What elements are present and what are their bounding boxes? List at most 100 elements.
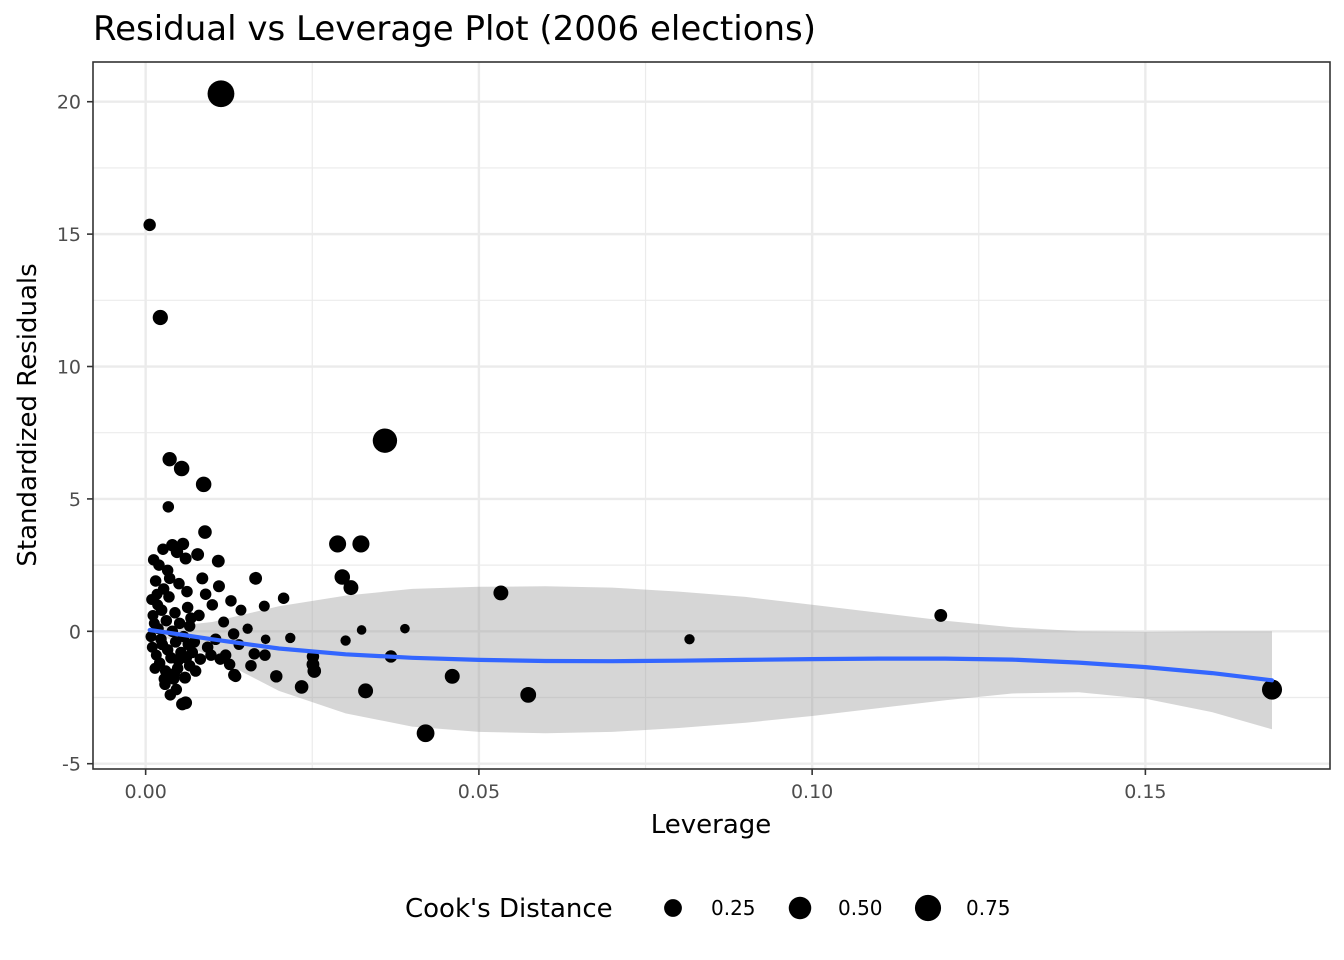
data-point [168,667,181,680]
data-point [358,683,374,699]
data-point [143,218,156,232]
panel-border [92,61,1331,770]
legend-key-point [914,894,942,922]
data-point [520,686,537,703]
data-point [212,580,225,593]
legend-title: Cook's Distance [405,894,613,924]
x-tick-label: 0.05 [458,781,500,803]
data-point [157,543,169,555]
data-point [444,668,460,684]
y-axis-title: Standardized Residuals [13,263,43,566]
data-point [180,652,193,664]
data-point [191,548,205,561]
data-point [196,572,209,585]
grid [93,62,1330,769]
y-tick-label: 5 [69,489,81,511]
y-tick-label: 20 [57,92,81,114]
data-point [285,632,296,644]
data-point [170,683,183,696]
data-point [195,476,212,493]
data-point [181,585,193,598]
legend-key-point [664,899,682,917]
x-tick-label: 0.10 [791,781,833,803]
y-tick-label: 10 [57,357,81,379]
data-point [223,658,236,671]
data-point [173,617,186,630]
data-point [343,580,359,596]
data-point [155,604,168,616]
data-point [149,662,161,674]
data-point [162,501,175,513]
data-point [162,452,177,467]
scatter-points [143,80,1283,743]
data-point [416,724,435,743]
data-point [151,588,163,600]
data-point [155,633,167,646]
data-point [242,623,253,634]
axis-ticks: 0.00 0.05 0.10 0.15 -5 0 5 10 15 20 [57,92,1167,803]
data-point [199,588,212,600]
data-point [163,591,175,603]
x-axis-title: Leverage [651,810,772,840]
data-point [145,631,157,643]
data-point [227,628,240,640]
data-point [211,554,225,568]
legend-label: 0.25 [711,896,756,920]
data-point [159,665,172,677]
data-point [270,670,283,683]
data-point [189,665,202,677]
data-point [160,614,173,627]
y-tick-label: -5 [62,754,81,776]
data-point [260,634,271,645]
data-point [356,625,367,635]
data-point [259,649,271,661]
y-tick-label: 0 [69,621,81,643]
x-tick-label: 0.00 [124,781,166,803]
data-point [152,309,168,326]
legend-label: 0.50 [838,896,883,920]
legend: Cook's Distance 0.25 0.50 0.75 [405,894,1011,924]
data-point [218,616,230,628]
smooth-line [147,627,1275,683]
data-point [173,460,190,477]
legend-label: 0.75 [966,896,1011,920]
data-point [334,569,351,585]
data-point [248,648,261,660]
data-point [207,80,235,108]
data-point [934,608,948,622]
data-point [225,595,237,607]
data-point [1261,679,1283,700]
data-point [173,577,185,590]
data-point [166,539,179,552]
data-point [229,670,242,683]
data-point [179,552,192,565]
data-point [245,659,257,672]
data-point [249,571,263,585]
data-point [153,559,165,571]
data-point [294,680,309,694]
chart-title: Residual vs Leverage Plot (2006 election… [93,9,816,49]
data-point [159,678,171,691]
data-point [149,575,162,587]
data-point [329,535,347,553]
data-point [277,592,290,604]
data-point [176,697,189,711]
data-point [185,612,197,624]
data-point [181,601,194,614]
data-point [194,653,207,665]
x-tick-label: 0.15 [1124,781,1166,803]
data-point [352,535,370,553]
data-point [219,649,232,661]
y-tick-label: 15 [57,224,81,246]
data-point [235,604,247,616]
data-point [169,607,181,619]
data-point [258,600,270,612]
data-point [493,585,509,601]
data-point [178,671,191,684]
data-point [163,572,176,585]
data-point [198,525,212,539]
data-point [201,641,214,653]
data-point [400,623,410,634]
data-point [372,428,398,453]
